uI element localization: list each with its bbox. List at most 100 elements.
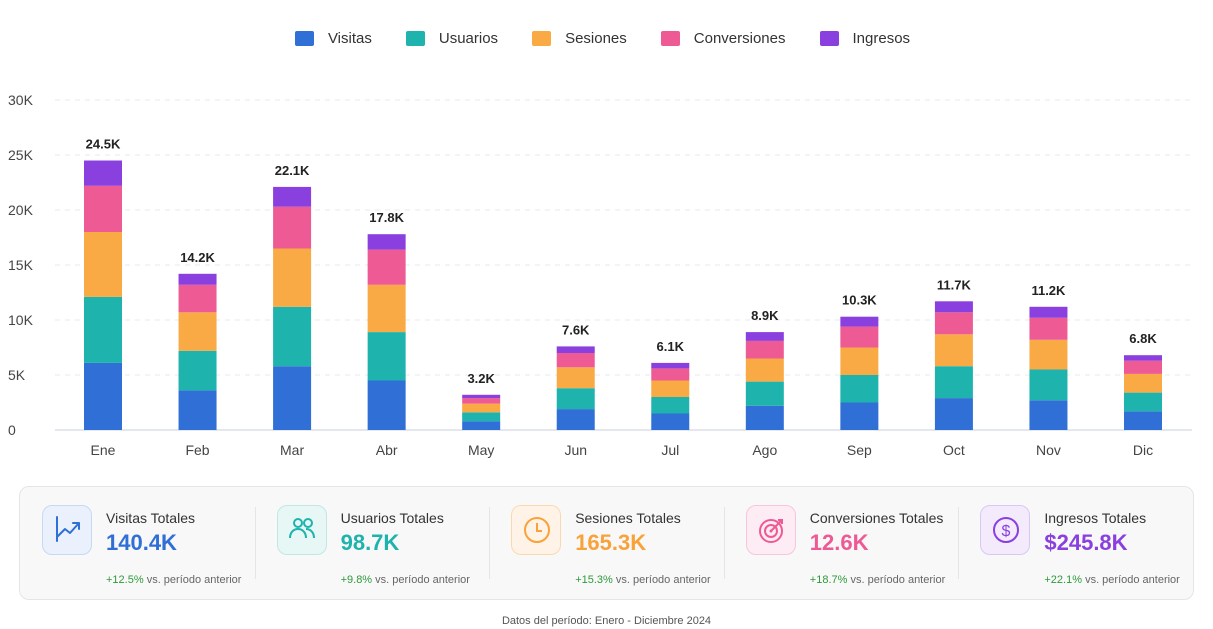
x-tick-label: Mar	[280, 442, 304, 458]
x-tick-label: Nov	[1036, 442, 1061, 458]
change-suffix: vs. período anterior	[375, 574, 470, 586]
bar-segment-visitas	[651, 413, 690, 430]
x-tick-label: Oct	[943, 442, 965, 458]
period-footer: Datos del período: Enero - Diciembre 202…	[501, 615, 712, 627]
bar-segment-conversiones	[651, 368, 690, 381]
card-change: +9.8% vs. período anterior	[341, 574, 470, 586]
bar-segment-visitas	[462, 421, 501, 430]
dollar-icon: $	[980, 505, 1031, 555]
bar-segment-visitas	[178, 390, 217, 430]
bar-segment-usuarios	[178, 350, 217, 391]
change-suffix: vs. período anterior	[615, 574, 711, 586]
bar-segment-sesiones	[556, 367, 595, 389]
trend-up-icon	[42, 505, 92, 555]
legend-label: Ingresos	[852, 30, 911, 47]
card-value: 98.7K	[340, 530, 400, 555]
bar-segment-usuarios	[556, 388, 595, 410]
bar-segment-ingresos	[1029, 306, 1068, 318]
change-percent: +15.3%	[575, 574, 613, 586]
bar-segment-ingresos	[556, 346, 595, 353]
clock-icon	[511, 505, 562, 555]
legend-swatch	[532, 31, 552, 46]
legend-label: Conversiones	[693, 30, 786, 47]
bar-segment-usuarios	[84, 296, 122, 363]
y-tick-label: 25K	[8, 147, 34, 163]
bar-total-label: 6.1K	[657, 339, 685, 354]
bar-segment-conversiones	[273, 206, 312, 249]
change-percent: +12.5%	[106, 574, 144, 586]
bar-segment-sesiones	[1029, 339, 1068, 370]
bar-segment-usuarios	[934, 366, 973, 399]
bar-total-label: 22.1K	[275, 163, 310, 178]
x-tick-label: Jul	[661, 442, 679, 458]
y-tick-label: 0	[8, 422, 16, 438]
legend-item-usuarios[interactable]: Usuarios	[405, 30, 499, 47]
users-icon	[276, 505, 327, 555]
bar-segment-conversiones	[556, 353, 595, 368]
bar-segment-conversiones	[1029, 317, 1068, 340]
change-suffix: vs. período anterior	[850, 574, 946, 586]
bar-segment-usuarios	[367, 332, 406, 381]
svg-text:$: $	[1002, 523, 1011, 540]
legend-item-conversiones[interactable]: Conversiones	[660, 30, 786, 47]
summary-card-conversiones: Conversiones Totales 12.6K +18.7% vs. pe…	[723, 487, 959, 599]
bar-segment-conversiones	[840, 326, 879, 348]
y-tick-label: 5K	[8, 367, 26, 383]
bar-segment-sesiones	[745, 358, 784, 382]
bar-segment-sesiones	[273, 248, 312, 307]
change-percent: +18.7%	[809, 574, 848, 586]
legend-label: Visitas	[327, 30, 372, 47]
change-suffix: vs. período anterior	[1085, 574, 1180, 586]
x-tick-label: Ago	[752, 442, 777, 458]
legend-label: Sesiones	[565, 30, 627, 47]
bar-segment-usuarios	[1124, 392, 1162, 412]
bar-segment-conversiones	[1124, 360, 1162, 374]
bar-total-label: 14.2K	[180, 250, 215, 265]
stacked-bar-chart: 0 5K 10K 15K 20K 25K 30K 24.5K Ene 14.2K Feb 22.1K M…	[8, 92, 1192, 458]
bar-segment-conversiones	[84, 185, 122, 232]
summary-card-sesiones: Sesiones Totales 165.3K +15.3% vs. perío…	[489, 487, 724, 599]
bar-segment-usuarios	[273, 306, 312, 367]
card-label: Usuarios Totales	[340, 510, 444, 526]
bar-segment-usuarios	[1029, 369, 1068, 401]
change-percent: +9.8%	[340, 574, 373, 586]
card-change: +12.5% vs. período anterior	[106, 574, 241, 586]
card-label: Conversiones Totales	[809, 510, 944, 526]
bar-segment-visitas	[1029, 400, 1068, 430]
bar-segment-ingresos	[84, 160, 122, 186]
x-tick-label: May	[468, 442, 494, 458]
legend-item-visitas[interactable]: Visitas	[294, 30, 372, 47]
bar-total-label: 17.8K	[369, 210, 404, 225]
x-tick-label: Abr	[376, 442, 398, 458]
bar-segment-visitas	[1124, 411, 1162, 430]
legend-swatch	[660, 31, 680, 46]
bar-segment-visitas	[556, 409, 595, 430]
change-suffix: vs. período anterior	[146, 574, 242, 586]
bar-segment-ingresos	[840, 316, 879, 327]
card-label: Ingresos Totales	[1044, 510, 1147, 526]
bar-segment-sesiones	[367, 284, 406, 333]
y-tick-label: 10K	[8, 312, 34, 328]
chart-legend: Visitas Usuarios Sesiones Conversiones Ingre…	[0, 30, 1213, 47]
bar-segment-conversiones	[178, 284, 217, 313]
bar-segment-ingresos	[462, 394, 501, 399]
bar-segment-ingresos	[273, 186, 312, 207]
bar-total-label: 8.9K	[751, 308, 779, 323]
legend-swatch	[819, 31, 839, 46]
legend-label: Usuarios	[438, 30, 499, 47]
bar-total-label: 11.7K	[937, 277, 972, 292]
x-tick-label: Feb	[185, 442, 209, 458]
legend-item-ingresos[interactable]: Ingresos	[819, 30, 911, 47]
bar-total-label: 6.8K	[1129, 331, 1157, 346]
bar-segment-usuarios	[651, 397, 690, 414]
legend-item-sesiones[interactable]: Sesiones	[532, 30, 627, 47]
x-tick-label: Dic	[1133, 442, 1153, 458]
bar-segment-visitas	[84, 362, 122, 430]
legend-swatch	[294, 31, 314, 46]
summary-card-ingresos: $ Ingresos Totales $245.8K +22.1% vs. pe…	[958, 487, 1193, 599]
bar-total-label: 3.2K	[467, 371, 495, 386]
bar-segment-sesiones	[1124, 373, 1162, 393]
bar-segment-visitas	[273, 366, 312, 430]
bar-segment-sesiones	[84, 232, 122, 297]
bar-segment-ingresos	[367, 234, 406, 250]
